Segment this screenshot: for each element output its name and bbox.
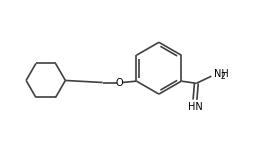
Text: 2: 2 xyxy=(220,72,225,81)
Text: HN: HN xyxy=(188,102,202,112)
Text: O: O xyxy=(116,78,123,87)
Text: NH: NH xyxy=(214,69,228,79)
